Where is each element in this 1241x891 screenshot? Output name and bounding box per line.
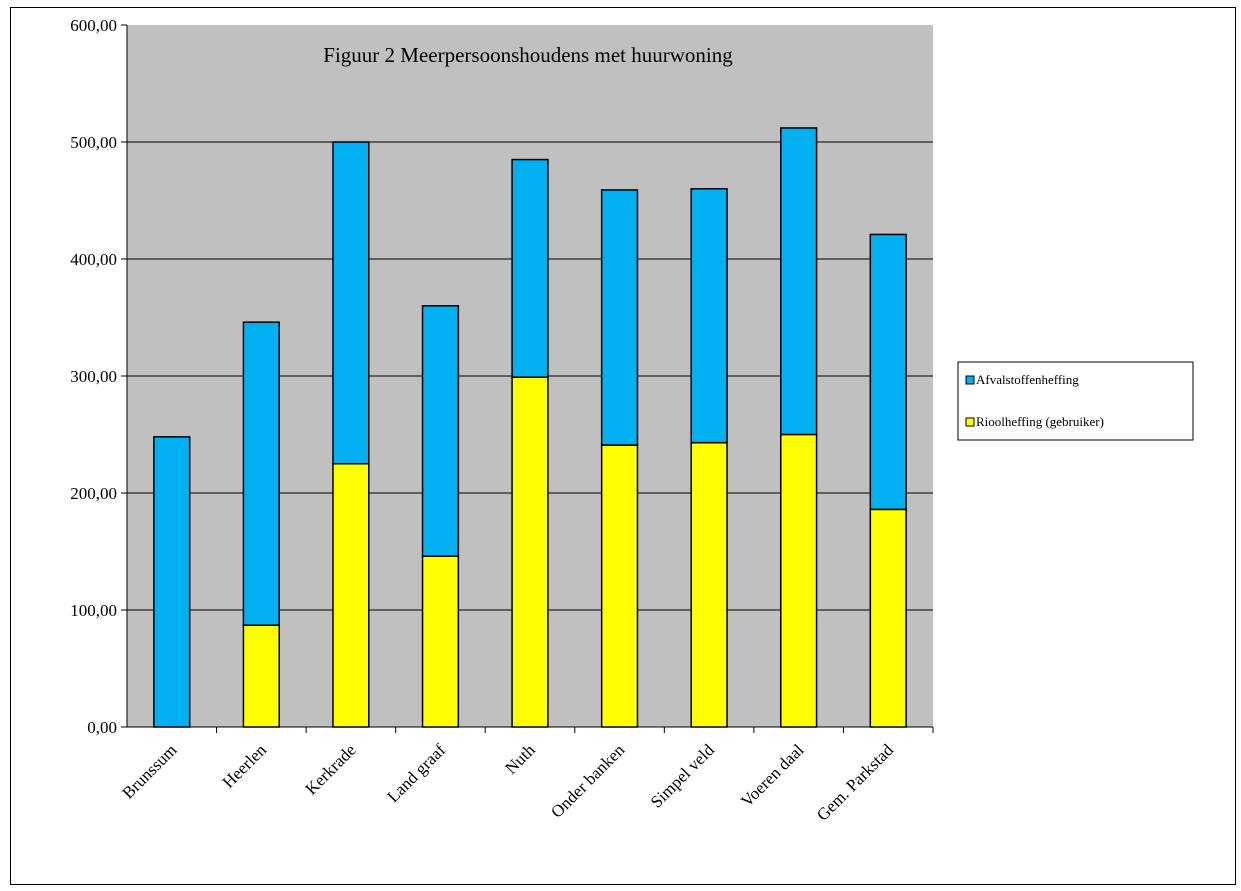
bar-segment [511, 376, 549, 728]
legend-label: Afvalstoffenheffing [976, 372, 1079, 387]
bar-segment [869, 233, 907, 511]
bar-segment [332, 463, 370, 728]
x-tick-label: Onder banken [547, 740, 629, 822]
bar-segment [332, 141, 370, 465]
bar-segment [600, 444, 639, 728]
x-tick-label: Simpel veld [647, 740, 719, 812]
x-tick-label: Kerkrade [302, 740, 360, 798]
bar-segment [421, 555, 460, 728]
legend-swatch [965, 375, 975, 385]
legend-box [957, 361, 1194, 441]
legend: Afvalstoffenheffing Rioolheffing (gebruik… [957, 361, 1194, 441]
x-tick-label: Nuth [501, 740, 539, 778]
bar-segment [242, 321, 280, 626]
bar-segment [511, 158, 549, 378]
bar-segment [690, 441, 728, 728]
y-tick-label: 500,00 [70, 133, 117, 152]
bar-segment [869, 508, 907, 728]
bars [153, 127, 907, 728]
bar-segment [600, 189, 639, 446]
x-tick-label: Gem. Parkstad [813, 740, 898, 825]
bar-segment [780, 433, 818, 728]
y-tick-label: 600,00 [70, 16, 117, 35]
y-tick-label: 100,00 [70, 601, 117, 620]
x-tick-label: Brunssum [118, 740, 180, 802]
bar-segment [780, 127, 818, 436]
x-tick-label: Voeren daal [737, 740, 807, 810]
legend-label: Rioolheffing (gebruiker) [976, 414, 1104, 429]
bar-segment [242, 624, 280, 728]
legend-swatch [965, 417, 975, 427]
chart-title: Figuur 2 Meerpersoonshoudens met huurwon… [323, 43, 733, 67]
x-tick-label: Heerlen [219, 740, 271, 792]
y-tick-label: 400,00 [70, 250, 117, 269]
bar-segment [153, 436, 191, 728]
bar-segment [421, 305, 460, 557]
x-tick-label: Land graaf [383, 740, 449, 806]
y-tick-label: 300,00 [70, 367, 117, 386]
y-tick-label: 0,00 [87, 718, 117, 737]
bar-segment [690, 188, 728, 444]
y-tick-label: 200,00 [70, 484, 117, 503]
